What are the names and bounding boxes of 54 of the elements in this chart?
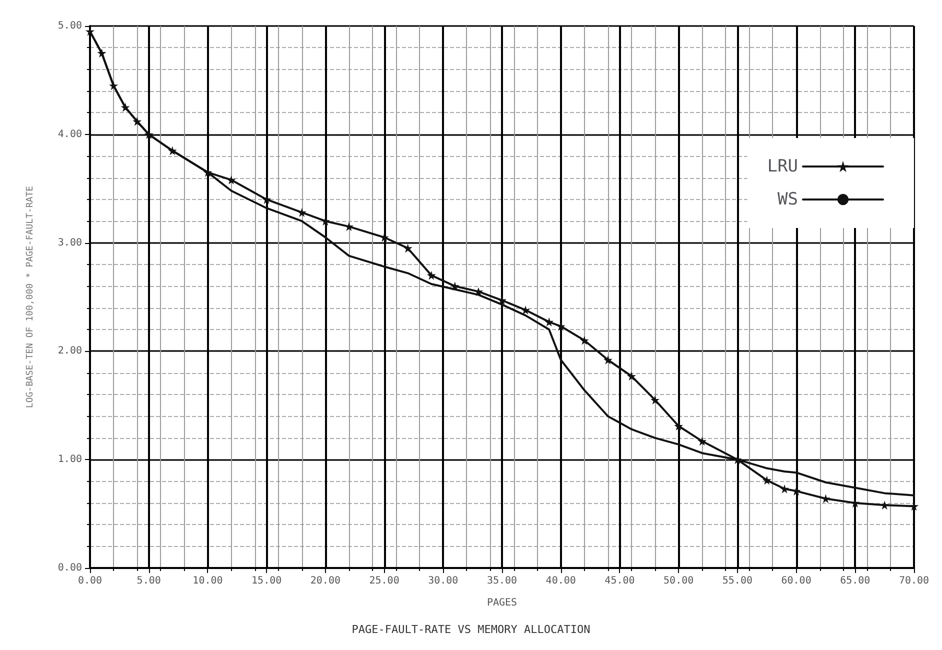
point — [544, 317, 554, 326]
y-tick-label: 5.00 — [58, 20, 82, 32]
x-tick-label: 70.00 — [898, 576, 930, 586]
x-tick-label: 10.00 — [192, 576, 223, 586]
y-tick-label: 4.00 — [58, 128, 82, 140]
point — [674, 421, 684, 430]
legend-label: LRU — [767, 156, 798, 176]
point — [97, 48, 106, 58]
x-tick-label: 20.00 — [310, 576, 340, 586]
point — [426, 270, 436, 280]
x-tick-label: 45.00 — [604, 576, 635, 586]
point — [498, 296, 506, 305]
point — [144, 130, 154, 139]
point — [580, 336, 589, 345]
x-tick-label: 5.00 — [136, 576, 161, 586]
point — [109, 81, 118, 90]
x-tick-label: 15.00 — [252, 576, 282, 586]
x-axis-title: PAGES — [486, 598, 518, 608]
point — [650, 395, 660, 404]
point — [226, 175, 236, 184]
y-tick-label: 2.00 — [58, 346, 82, 357]
point — [521, 306, 530, 315]
point — [780, 484, 790, 494]
x-tick-label: 35.00 — [486, 576, 518, 586]
point — [698, 436, 707, 446]
y-axis-title: LOG-BASE-TEN OF 100,000 * PAGE-FAULT-RATE — [26, 186, 36, 408]
point — [403, 244, 412, 253]
y-tick-label: 0.00 — [58, 562, 82, 574]
point — [380, 232, 389, 242]
point — [450, 282, 460, 291]
x-tick-label: 55.00 — [722, 576, 752, 586]
x-tick-label: 50.00 — [664, 576, 694, 586]
point — [262, 194, 272, 204]
point — [626, 372, 636, 381]
point — [320, 216, 330, 226]
y-tick-label: 1.00 — [58, 454, 82, 466]
point — [120, 102, 130, 112]
text: PAGE-FAULT-RATE VS MEMORY ALLOCATION — [352, 623, 590, 636]
x-tick-label: 0.00 — [78, 576, 102, 586]
x-tick-label: 60.00 — [781, 576, 812, 586]
point — [910, 502, 918, 511]
point — [603, 355, 612, 364]
point — [297, 208, 306, 217]
x-tick-label: 65.00 — [840, 576, 870, 586]
point — [132, 116, 142, 126]
legend-label: WS — [778, 190, 798, 210]
x-tick-label: 40.00 — [546, 576, 576, 586]
point — [762, 476, 772, 485]
point — [203, 168, 212, 177]
x-tick-label: 25.00 — [369, 576, 400, 586]
point — [168, 146, 177, 156]
point — [556, 322, 566, 331]
y-tick-label: 3.00 — [58, 237, 82, 248]
x-tick-label: 30.00 — [428, 576, 458, 586]
